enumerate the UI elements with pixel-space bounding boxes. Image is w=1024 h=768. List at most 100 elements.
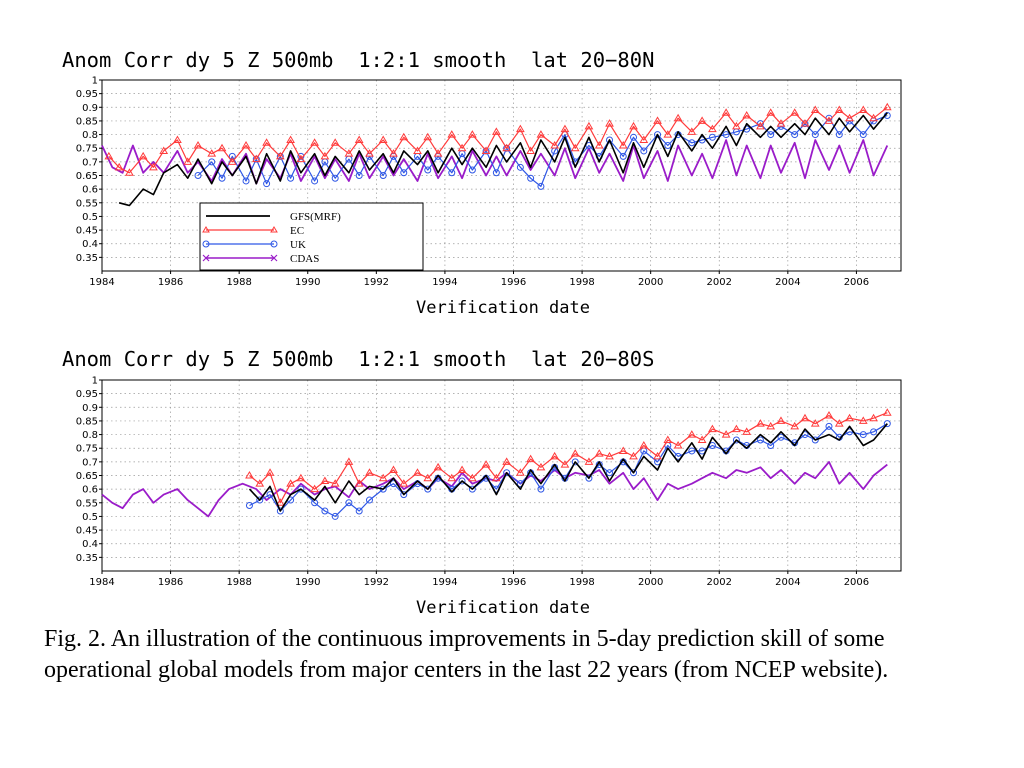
data-point (756, 419, 765, 427)
data-point (275, 498, 285, 506)
data-point (835, 131, 843, 139)
x-tick-label: 1990 (295, 577, 320, 588)
data-point (227, 157, 237, 165)
legend-label-uk: UK (290, 239, 306, 251)
data-point (732, 121, 741, 130)
series-uk (245, 420, 891, 520)
legend-label-ec: EC (290, 225, 304, 237)
data-point (845, 113, 854, 122)
data-point (286, 135, 295, 144)
chart-title: Anom Corr dy 5 Z 500mb 1:2:1 smooth lat … (62, 48, 654, 72)
data-point (834, 105, 844, 114)
data-point (722, 131, 730, 139)
data-point (708, 124, 717, 133)
data-point (330, 479, 340, 487)
data-point (606, 136, 614, 144)
legend-label-cdas: CDAS (290, 253, 319, 265)
data-point (457, 143, 467, 152)
x-tick-label: 2004 (775, 277, 800, 288)
data-point (858, 416, 868, 424)
x-axis-label: Verification date (416, 598, 590, 618)
data-point (834, 419, 844, 427)
data-point (491, 473, 501, 482)
data-point (310, 138, 319, 146)
series-line-gfs-mrf (248, 423, 888, 512)
data-point (502, 143, 512, 152)
data-point (297, 485, 305, 493)
data-point (766, 108, 776, 116)
y-tick-label: 0.4 (82, 239, 98, 250)
data-point (389, 465, 398, 474)
data-point (413, 146, 422, 154)
y-tick-label: 0.6 (82, 185, 98, 196)
data-point (810, 419, 820, 427)
data-point (550, 451, 560, 460)
data-point (708, 424, 717, 433)
y-tick-label: 0.55 (76, 198, 98, 209)
x-tick-label: 1996 (501, 577, 526, 588)
data-point (560, 124, 570, 133)
data-point (800, 413, 810, 422)
data-point (354, 479, 364, 487)
x-tick-label: 2002 (707, 577, 732, 588)
y-tick-label: 0.95 (76, 389, 98, 400)
data-point (423, 132, 433, 141)
data-point (790, 421, 800, 430)
data-point (742, 427, 752, 435)
x-tick-label: 1984 (89, 577, 114, 588)
data-point (321, 507, 329, 515)
y-tick-label: 0.8 (82, 430, 98, 441)
data-point (526, 454, 536, 463)
x-tick-label: 1994 (432, 277, 457, 288)
data-point (400, 491, 408, 499)
y-tick-label: 0.65 (76, 471, 98, 482)
data-point (654, 131, 662, 139)
data-point (447, 473, 457, 482)
data-point (311, 177, 319, 185)
data-point (207, 149, 217, 157)
y-tick-label: 0.35 (76, 553, 98, 564)
legend-box (199, 202, 424, 271)
y-tick-label: 0.4 (82, 539, 98, 550)
data-point (255, 479, 265, 487)
data-point (502, 457, 512, 465)
data-point (570, 449, 580, 457)
x-tick-label: 1998 (569, 577, 594, 588)
data-point (354, 135, 364, 144)
series-line-cdas (101, 460, 888, 518)
data-point (756, 436, 764, 444)
data-point (193, 140, 203, 149)
data-point (433, 149, 443, 157)
x-tick-label: 1988 (226, 577, 251, 588)
legend: GFS(MRF) EC UK CDAS (199, 202, 424, 271)
y-tick-label: 0.9 (82, 403, 98, 414)
data-point (594, 140, 604, 149)
x-tick-label: 1998 (569, 277, 594, 288)
x-tick-label: 2000 (638, 277, 663, 288)
data-point (344, 457, 354, 465)
data-point (537, 485, 545, 493)
data-point (265, 468, 275, 476)
data-point (296, 473, 306, 482)
data-point (149, 162, 158, 171)
data-point (560, 460, 570, 468)
data-point (194, 172, 202, 179)
legend-marker-uk-right (270, 240, 278, 248)
data-point (776, 119, 786, 127)
data-point (606, 469, 614, 477)
y-tick-label: 1 (92, 376, 98, 387)
data-point (630, 469, 638, 477)
x-tick-label: 2002 (707, 277, 732, 288)
y-tick-label: 0.95 (76, 89, 98, 100)
data-point (800, 119, 810, 127)
data-point (125, 168, 134, 176)
data-point (355, 172, 363, 179)
data-point (183, 157, 193, 165)
series-line-uk (249, 423, 888, 518)
data-point (619, 152, 627, 160)
y-tick-label: 1 (92, 76, 98, 87)
data-point (526, 146, 536, 154)
data-point (810, 105, 820, 114)
data-point (859, 131, 867, 139)
data-point (687, 430, 697, 438)
